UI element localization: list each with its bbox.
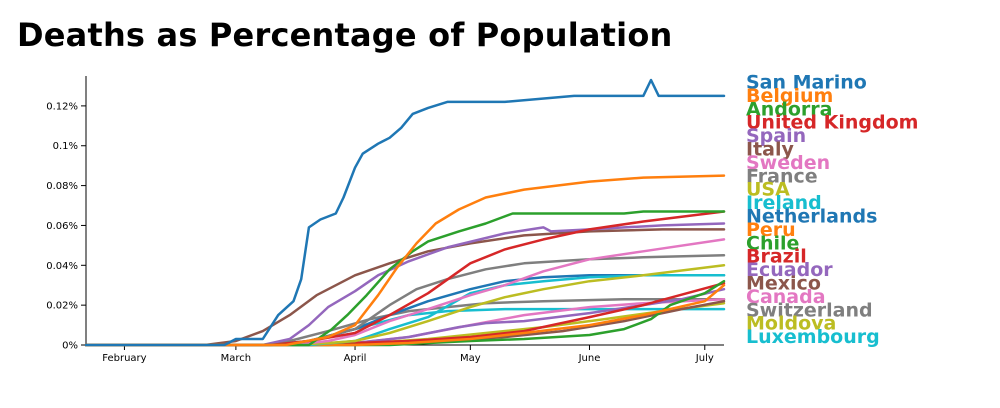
series-line-peru — [84, 283, 726, 347]
legend-item: Netherlands — [746, 206, 877, 228]
y-tick-label: 0.08% — [46, 181, 78, 192]
y-tick-label: 0.04% — [46, 261, 78, 272]
y-tick-label: 0.06% — [46, 221, 78, 232]
x-tick-label: June — [578, 353, 601, 364]
legend-item: Spain — [746, 125, 806, 147]
legend-item: United Kingdom — [746, 112, 918, 134]
legend-item: San Marino — [746, 72, 867, 94]
legend-item: Andorra — [746, 98, 832, 120]
y-tick-label: 0.12% — [46, 101, 78, 112]
y-tick-label: 0% — [62, 341, 78, 352]
x-tick-label: May — [460, 353, 481, 364]
chart-title: Deaths as Percentage of Population — [17, 16, 673, 54]
series-lines — [84, 78, 726, 347]
series-line-spain — [84, 222, 726, 347]
legend-item: Peru — [746, 219, 796, 241]
legend-item: France — [746, 165, 818, 187]
series-line-usa — [84, 264, 726, 347]
legend-item: Sweden — [746, 152, 830, 174]
series-line-andorra — [84, 210, 726, 347]
series-line-belgium — [84, 174, 726, 347]
legend-item: Belgium — [746, 85, 833, 107]
legend-item: Switzerland — [746, 299, 873, 321]
series-line-san-marino — [84, 78, 726, 347]
legend-item: Chile — [746, 232, 799, 254]
x-axis: February March April May June July — [86, 344, 724, 364]
legend-item: Canada — [746, 286, 826, 308]
legend-item: Brazil — [746, 246, 807, 268]
legend-item: USA — [746, 179, 790, 201]
x-tick-label: April — [344, 353, 367, 364]
y-tick-label: 0.1% — [53, 141, 78, 152]
series-line-sweden — [84, 238, 726, 347]
legend-item: Luxembourg — [746, 326, 880, 348]
legend-item: Mexico — [746, 273, 821, 295]
series-line-switzerland — [84, 297, 726, 347]
y-axis: 0% 0.02% 0.04% 0.06% 0.08% 0.1% 0.12% — [46, 76, 87, 352]
legend-item: Ecuador — [746, 259, 833, 281]
x-tick-label: March — [221, 353, 251, 364]
legend-item: Moldova — [746, 313, 836, 335]
x-tick-label: July — [695, 353, 714, 364]
legend-item: Ireland — [746, 192, 822, 214]
x-tick-label: February — [102, 353, 146, 364]
y-tick-label: 0.02% — [46, 301, 78, 312]
series-line-brazil — [84, 281, 726, 347]
legend-item: Italy — [746, 139, 794, 161]
